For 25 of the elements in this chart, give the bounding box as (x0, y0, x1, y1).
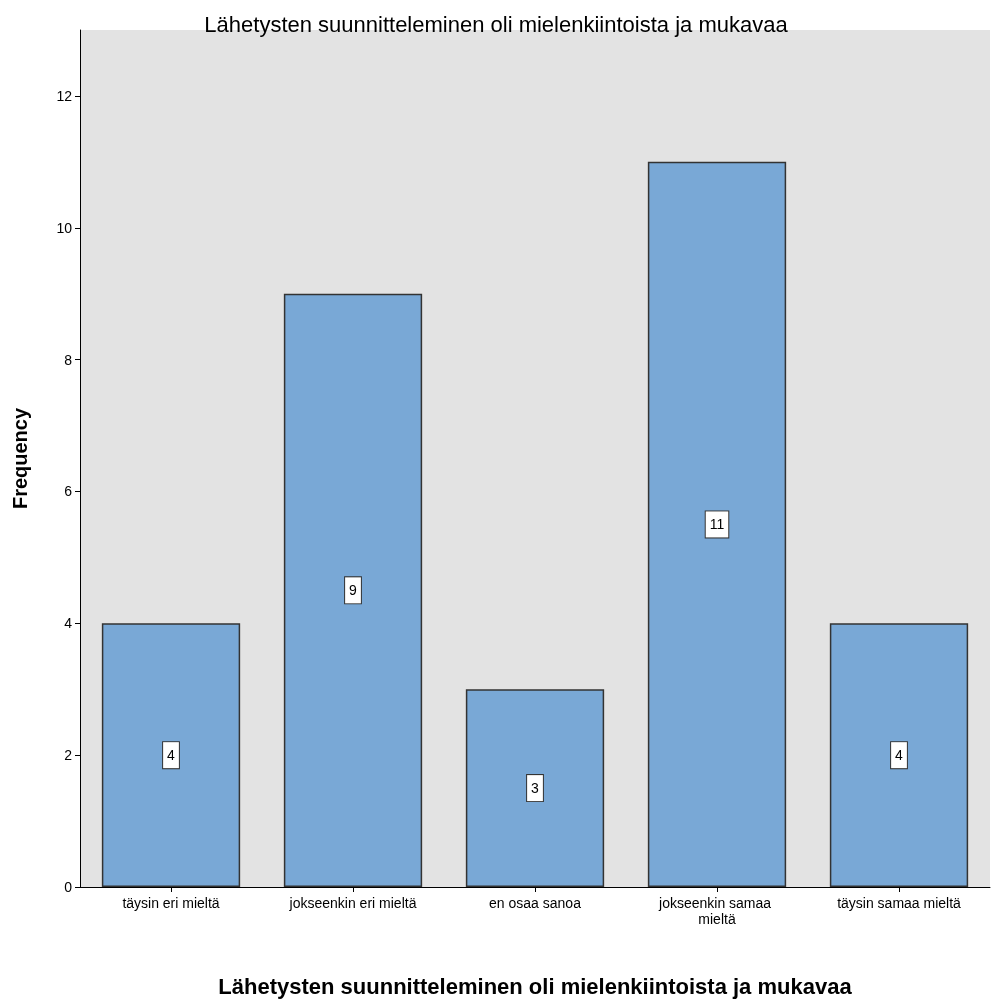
chart-title: Lähetysten suunnitteleminen oli mielenkiintoista ja mukavaa (204, 11, 789, 37)
data-label: 9 (349, 582, 358, 599)
y-axis-title: Frequency (9, 407, 31, 510)
bar (647, 161, 787, 887)
bar (283, 293, 423, 887)
x-axis-title: Lähetysten suunnitteleminen oli mielenkiintoista ja mukavaa (218, 973, 853, 999)
y-tick-label: 0 (64, 879, 73, 895)
y-tick-label: 10 (56, 219, 73, 236)
x-tick-label: en osaa sanoa (489, 895, 582, 911)
data-label: 11 (709, 516, 725, 533)
y-tick-label: 6 (64, 483, 73, 500)
x-tick-label: täysin eri mieltä (122, 895, 220, 911)
data-label: 3 (531, 780, 540, 797)
y-tick-label: 8 (64, 351, 73, 368)
bar (465, 689, 605, 887)
y-tick-label: 4 (64, 615, 73, 632)
x-tick-label: jokseenkin eri mieltä (288, 895, 417, 911)
bar (101, 623, 241, 887)
data-label: 4 (167, 747, 176, 764)
y-tick-label: 12 (56, 87, 73, 104)
data-label: 4 (895, 747, 904, 764)
bar (829, 623, 969, 887)
x-tick-label: jokseenkin samaa mieltä (658, 895, 775, 927)
y-tick-label: 2 (64, 747, 73, 764)
x-tick-label: täysin samaa mieltä (837, 895, 962, 911)
